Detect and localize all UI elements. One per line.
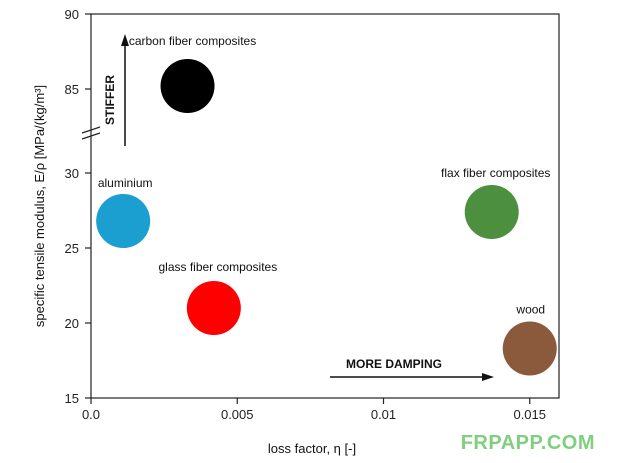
data-point-label: wood [515,303,545,317]
stiffer-annotation: STIFFER [103,34,129,146]
data-point-aluminium [96,194,151,248]
y-tick-label: 20 [65,316,79,331]
data-point-label: carbon fiber composites [129,34,256,48]
watermark-logo: FRPAPP.COM [460,432,595,454]
data-point-wood [502,321,557,376]
data-point-glass-fiber-composites [186,281,241,335]
stiffer-arrowhead [121,34,129,46]
x-tick-label: 0.015 [513,407,546,422]
data-point-carbon-fiber-composites [160,59,215,113]
data-point-label: glass fiber composites [158,260,277,274]
stiffer-label: STIFFER [103,75,117,125]
y-tick-label: 15 [65,391,79,406]
data-point-label: aluminium [98,176,153,190]
y-axis-title: specific tensile modulus, E/ρ [MPa/(kg/m… [32,85,47,327]
plot-frame [90,13,560,399]
more-damping-label: MORE DAMPING [346,357,442,371]
x-tick-label: 0.005 [221,407,254,422]
more-damping-annotation: MORE DAMPING [330,357,494,381]
damping-arrowhead [482,373,494,381]
y-axis-break-marker [81,126,101,140]
y-tick-label: 25 [65,241,79,256]
x-tick-label: 0.01 [371,407,396,422]
data-point-flax-fiber-composites [464,185,519,239]
x-axis-title: loss factor, η [-] [268,441,356,456]
data-point-label: flax fiber composites [441,166,550,180]
x-tick-label: 0.0 [82,407,100,422]
y-tick-label: 90 [65,7,79,22]
y-tick-label: 85 [65,82,79,97]
y-tick-label: 30 [65,166,79,181]
